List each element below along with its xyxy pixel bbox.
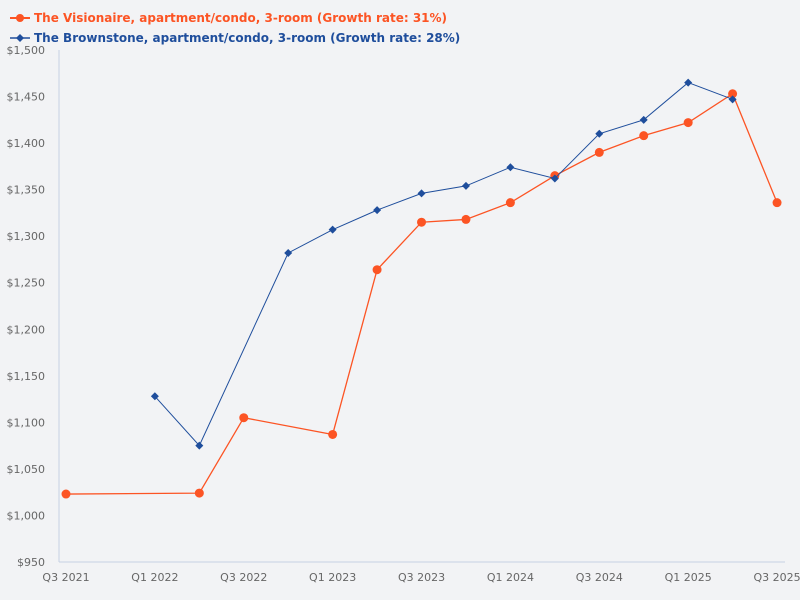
data-point[interactable] [373, 206, 382, 215]
x-tick-label: Q3 2022 [220, 571, 267, 584]
data-point[interactable] [505, 198, 515, 208]
data-point[interactable] [284, 248, 293, 257]
series-line [65, 92, 778, 495]
y-tick-label: $1,200 [7, 323, 46, 336]
legend-label: The Brownstone, apartment/condo, 3-room … [34, 31, 461, 45]
data-point[interactable] [595, 129, 604, 138]
data-point[interactable] [417, 189, 426, 198]
x-tick-label: Q3 2024 [576, 571, 623, 584]
data-point[interactable] [772, 198, 782, 208]
data-point[interactable] [417, 217, 427, 227]
data-point[interactable] [372, 265, 382, 275]
data-point[interactable] [684, 78, 693, 87]
data-point[interactable] [239, 413, 249, 423]
y-tick-label: $1,150 [7, 370, 46, 383]
data-point[interactable] [328, 429, 338, 439]
x-tick-label: Q3 2025 [753, 571, 800, 584]
data-point[interactable] [728, 95, 737, 104]
data-point[interactable] [61, 489, 71, 499]
y-tick-label: $1,300 [7, 230, 46, 243]
data-point[interactable] [683, 118, 693, 128]
circle-marker-icon [10, 14, 30, 22]
x-tick-label: Q1 2025 [665, 571, 712, 584]
data-point[interactable] [328, 225, 337, 234]
x-tick-label: Q3 2023 [398, 571, 445, 584]
x-tick-label: Q3 2021 [42, 571, 89, 584]
y-tick-label: $1,250 [7, 277, 46, 290]
data-point[interactable] [194, 488, 204, 498]
y-tick-label: $1,350 [7, 184, 46, 197]
data-point[interactable] [195, 441, 204, 450]
data-point[interactable] [461, 214, 471, 224]
data-point[interactable] [728, 89, 738, 99]
diamond-marker-icon [10, 34, 30, 42]
y-tick-label: $1,000 [7, 509, 46, 522]
legend-item-visionaire[interactable]: The Visionaire, apartment/condo, 3-room … [10, 8, 460, 28]
x-tick-label: Q1 2023 [309, 571, 356, 584]
y-tick-label: $1,450 [7, 91, 46, 104]
chart-legend: The Visionaire, apartment/condo, 3-room … [10, 8, 460, 48]
data-point[interactable] [639, 115, 648, 124]
data-point[interactable] [550, 174, 559, 183]
y-tick-label: $1,500 [7, 44, 46, 57]
y-tick-label: $1,400 [7, 137, 46, 150]
legend-label: The Visionaire, apartment/condo, 3-room … [34, 11, 448, 25]
x-tick-label: Q1 2024 [487, 571, 534, 584]
data-point[interactable] [150, 392, 159, 401]
data-point[interactable] [639, 131, 649, 141]
x-tick-label: Q1 2022 [131, 571, 178, 584]
y-tick-label: $950 [17, 556, 45, 569]
data-point[interactable] [461, 181, 470, 190]
y-tick-label: $1,100 [7, 416, 46, 429]
data-point[interactable] [594, 147, 604, 157]
data-point[interactable] [506, 163, 515, 172]
legend-item-brownstone[interactable]: The Brownstone, apartment/condo, 3-room … [10, 28, 460, 48]
y-tick-label: $1,050 [7, 463, 46, 476]
